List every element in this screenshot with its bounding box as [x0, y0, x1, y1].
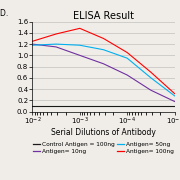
Antigen= 100ng [174, 93, 176, 95]
Line: Antigen= 100ng: Antigen= 100ng [32, 28, 175, 94]
Control Antigen = 100ng [126, 105, 128, 107]
Control Antigen = 100ng [150, 105, 152, 107]
Antigen= 50ng [150, 77, 152, 79]
Antigen= 100ng [31, 40, 33, 42]
X-axis label: Serial Dilutions of Antibody: Serial Dilutions of Antibody [51, 129, 156, 138]
Antigen= 50ng [55, 43, 57, 45]
Legend: Control Antigen = 100ng, Antigen= 10ng, Antigen= 50ng, Antigen= 100ng: Control Antigen = 100ng, Antigen= 10ng, … [31, 140, 176, 156]
Line: Antigen= 10ng: Antigen= 10ng [32, 44, 175, 102]
Antigen= 10ng [55, 46, 57, 48]
Antigen= 10ng [126, 74, 128, 76]
Antigen= 100ng [55, 33, 57, 35]
Antigen= 10ng [174, 100, 176, 103]
Antigen= 50ng [174, 95, 176, 97]
Control Antigen = 100ng [31, 105, 33, 107]
Title: ELISA Result: ELISA Result [73, 11, 134, 21]
Antigen= 50ng [79, 44, 81, 46]
Antigen= 100ng [126, 51, 128, 54]
Antigen= 100ng [79, 27, 81, 29]
Control Antigen = 100ng [102, 105, 105, 107]
Antigen= 10ng [150, 89, 152, 91]
Antigen= 100ng [102, 37, 105, 40]
Control Antigen = 100ng [174, 105, 176, 107]
Antigen= 10ng [79, 54, 81, 57]
Line: Antigen= 50ng: Antigen= 50ng [32, 44, 175, 96]
Y-axis label: O.D.: O.D. [0, 9, 9, 18]
Antigen= 100ng [150, 71, 152, 73]
Control Antigen = 100ng [55, 105, 57, 107]
Control Antigen = 100ng [79, 105, 81, 107]
Antigen= 10ng [102, 63, 105, 65]
Antigen= 50ng [102, 49, 105, 51]
Antigen= 50ng [31, 44, 33, 46]
Antigen= 10ng [31, 43, 33, 45]
Antigen= 50ng [126, 57, 128, 59]
